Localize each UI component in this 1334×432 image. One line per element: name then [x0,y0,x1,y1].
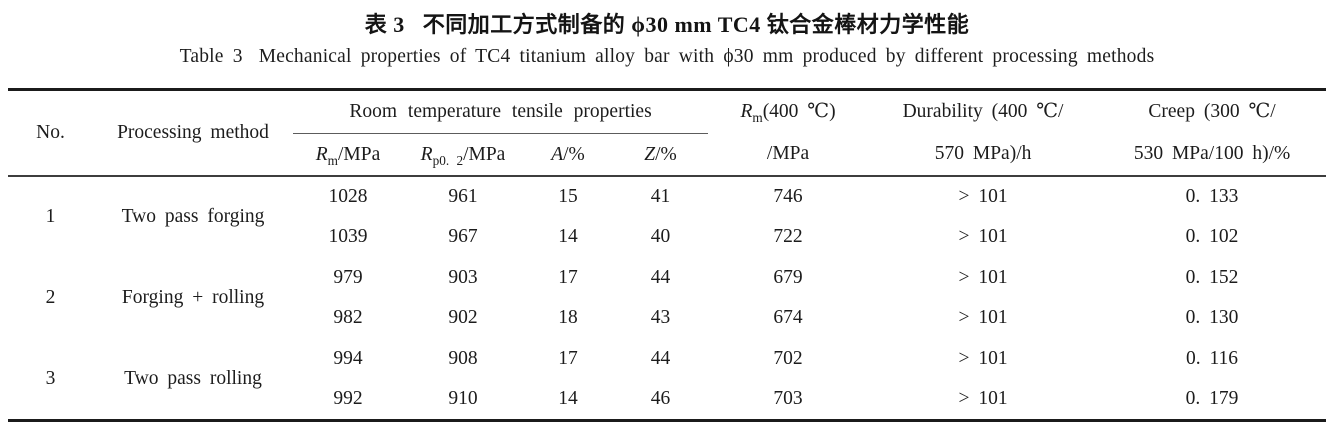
table-row: 982 902 18 43 674 > 101 0. 130 [8,298,1326,339]
cell-rp02: 903 [448,266,478,288]
properties-table: No. Processing method Room temperature t… [8,88,1327,422]
cell-rm400: 703 [773,388,803,410]
col-header-a: A/% [523,133,613,178]
cell-durability: > 101 [958,348,1008,370]
cell-a: 17 [558,348,578,370]
rm-400-line1: Rm(400 ℃) [740,101,836,125]
cell-rm: 982 [333,307,363,329]
cell-rm: 994 [333,348,363,370]
table-row: 3 Two pass rolling 994 908 17 44 702 > 1… [8,339,1326,389]
col-header-no: No. [8,89,93,177]
cell-z: 46 [650,388,671,410]
table-title-chinese: 表 3 不同加工方式制备的 ϕ30 mm TC4 钛合金棒材力学性能 [0,7,1334,39]
cell-rm400: 722 [773,226,803,248]
rm-400-line2: /MPa [766,143,810,164]
cell-rp02: 902 [448,307,478,329]
creep-line1: Creep (300 ℃/ [1148,101,1276,122]
cell-z: 44 [650,266,671,288]
col-header-rm: Rm/MPa [293,133,403,178]
table-body: 1 Two pass forging 1028 961 15 41 746 > … [8,176,1326,420]
table-number-en: Table 3 [179,46,243,67]
cell-rp02: 910 [448,388,478,410]
col-header-rp02: Rp0. 2/MPa [403,133,523,178]
header-row-2: Rm/MPa Rp0. 2/MPa A/% Z/% [8,133,1326,178]
cell-creep: 0. 130 [1185,307,1239,329]
cell-rm400: 746 [773,185,803,207]
group-method: Two pass forging [121,206,265,228]
col-header-z: Z/% [613,133,709,178]
group-no: 2 [45,287,56,309]
cell-rp02: 967 [448,226,478,248]
cell-durability: > 101 [958,226,1008,248]
cell-rm: 992 [333,388,363,410]
cell-rm: 979 [333,266,363,288]
cell-durability: > 101 [958,388,1008,410]
col-header-durability: Durability (400 ℃/ 570 MPa)/h [868,89,1099,177]
cell-rp02: 961 [448,185,478,207]
cell-rm400: 702 [773,348,803,370]
cell-creep: 0. 102 [1185,226,1239,248]
cell-creep: 0. 152 [1185,266,1239,288]
cell-rm400: 674 [773,307,803,329]
cell-creep: 0. 133 [1185,185,1239,207]
table-row: 1 Two pass forging 1028 961 15 41 746 > … [8,176,1326,227]
col-header-processing-method: Processing method [93,89,293,177]
table-number-cn: 表 3 [364,12,405,37]
cell-a: 17 [558,266,578,288]
cell-z: 44 [650,348,671,370]
cell-rp02: 908 [448,348,478,370]
cell-a: 14 [558,388,578,410]
col-group-room-temperature: Room temperature tensile properties [293,89,709,135]
cell-rm400: 679 [773,266,803,288]
cell-a: 18 [558,307,578,329]
header-row-1: No. Processing method Room temperature t… [8,89,1327,177]
group-no: 3 [45,367,56,389]
cell-a: 15 [558,185,578,207]
table-title-en-text: Mechanical properties of TC4 titanium al… [258,46,1155,67]
durability-line2: 570 MPa)/h [934,143,1032,164]
cell-durability: > 101 [958,185,1008,207]
table-row: 2 Forging + rolling 979 903 17 44 679 > … [8,257,1326,308]
cell-z: 41 [650,185,671,207]
table-title-english: Table 3 Mechanical properties of TC4 tita… [0,46,1334,68]
cell-durability: > 101 [958,266,1008,288]
table-row: 1039 967 14 40 722 > 101 0. 102 [8,217,1326,258]
table-title-cn-text: 不同加工方式制备的 ϕ30 mm TC4 钛合金棒材力学性能 [422,12,970,37]
group-method: Two pass rolling [124,367,262,389]
col-header-rm-400: Rm(400 ℃) /MPa [708,89,869,177]
cell-durability: > 101 [958,307,1008,329]
table-row: 992 910 14 46 703 > 101 0. 179 [8,379,1326,420]
creep-line2: 530 MPa/100 h)/% [1133,143,1291,164]
cell-z: 40 [650,226,671,248]
cell-z: 43 [650,307,671,329]
durability-line1: Durability (400 ℃/ [902,101,1064,122]
group-method: Forging + rolling [121,287,265,309]
table-header: No. Processing method Room temperature t… [8,89,1327,178]
cell-rm: 1028 [328,185,368,207]
col-header-creep: Creep (300 ℃/ 530 MPa/100 h)/% [1098,89,1327,177]
cell-rm: 1039 [328,226,368,248]
cell-creep: 0. 179 [1185,388,1239,410]
cell-a: 14 [558,226,578,248]
cell-creep: 0. 116 [1186,348,1239,370]
group-no: 1 [45,206,56,228]
